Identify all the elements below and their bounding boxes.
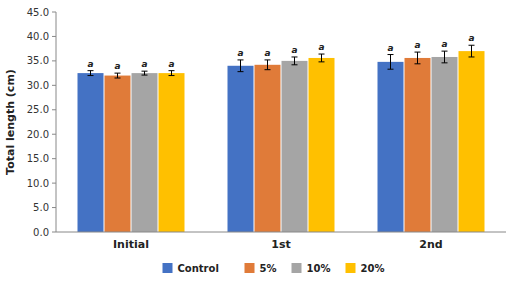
legend-swatch bbox=[292, 263, 302, 273]
x-tick-label: 1st bbox=[271, 238, 290, 251]
x-tick-label: Initial bbox=[113, 238, 149, 251]
annotation: a bbox=[468, 33, 474, 43]
y-tick bbox=[52, 12, 56, 13]
error-bar bbox=[319, 54, 325, 62]
annotation: a bbox=[237, 48, 243, 58]
y-tick-label: 10.0 bbox=[27, 178, 49, 189]
bar bbox=[255, 65, 281, 232]
y-tick-label: 45.0 bbox=[27, 7, 49, 18]
annotation: a bbox=[318, 42, 324, 52]
annotation: a bbox=[168, 59, 174, 69]
x-tick-label: 2nd bbox=[419, 238, 442, 251]
y-axis bbox=[56, 12, 57, 232]
legend-swatch bbox=[245, 263, 255, 273]
bar bbox=[132, 73, 158, 232]
y-tick bbox=[52, 85, 56, 86]
y-tick bbox=[52, 158, 56, 159]
legend: Control 5% 10% 20% bbox=[163, 263, 385, 274]
bar bbox=[228, 66, 254, 232]
y-tick bbox=[52, 207, 56, 208]
error-bar bbox=[388, 55, 394, 70]
chart: 0.0 5.0 10.0 15.0 20.0 25.0 30.0 35.0 40.0 45.0 To… bbox=[0, 0, 518, 288]
bar bbox=[159, 73, 185, 232]
bar bbox=[105, 76, 131, 232]
bar bbox=[432, 57, 458, 232]
annotation: a bbox=[141, 59, 147, 69]
y-axis-label: Total length (cm) bbox=[4, 69, 17, 175]
annotation: a bbox=[87, 59, 93, 69]
bar bbox=[405, 58, 431, 232]
error-bar bbox=[88, 71, 94, 76]
error-bar bbox=[265, 60, 271, 70]
error-bar bbox=[292, 57, 298, 65]
error-bar bbox=[115, 73, 121, 78]
annotation: a bbox=[414, 40, 420, 50]
error-bar bbox=[169, 71, 175, 76]
annotation: a bbox=[387, 43, 393, 53]
y-tick bbox=[52, 183, 56, 184]
bar bbox=[282, 61, 308, 232]
bar bbox=[378, 62, 404, 232]
x-axis bbox=[56, 232, 506, 233]
error-bar bbox=[238, 60, 244, 72]
annotation: a bbox=[291, 45, 297, 55]
y-tick-label: 35.0 bbox=[27, 55, 49, 66]
y-tick-label: 0.0 bbox=[33, 227, 49, 238]
legend-swatch bbox=[346, 263, 356, 273]
error-bar bbox=[469, 45, 475, 57]
annotation: a bbox=[114, 61, 120, 71]
y-tick bbox=[52, 60, 56, 61]
y-tick-label: 20.0 bbox=[27, 129, 49, 140]
bars bbox=[78, 45, 485, 232]
y-tick-label: 15.0 bbox=[27, 153, 49, 164]
legend-label: 10% bbox=[307, 263, 331, 274]
y-tick bbox=[52, 109, 56, 110]
error-bar bbox=[442, 51, 448, 63]
bar bbox=[459, 51, 485, 232]
y-tick bbox=[52, 36, 56, 37]
bar bbox=[78, 73, 104, 232]
legend-label: Control bbox=[178, 263, 219, 274]
annotation: a bbox=[264, 48, 270, 58]
error-bar bbox=[415, 52, 421, 64]
y-tick-label: 40.0 bbox=[27, 31, 49, 42]
y-tick-label: 30.0 bbox=[27, 80, 49, 91]
bar bbox=[309, 58, 335, 232]
legend-label: 5% bbox=[260, 263, 277, 274]
y-tick bbox=[52, 232, 56, 233]
legend-swatch bbox=[163, 263, 173, 273]
error-bar bbox=[142, 71, 148, 75]
legend-label: 20% bbox=[361, 263, 385, 274]
y-tick-label: 25.0 bbox=[27, 104, 49, 115]
y-tick-label: 5.0 bbox=[33, 202, 49, 213]
annotation: a bbox=[441, 39, 447, 49]
y-tick bbox=[52, 134, 56, 135]
